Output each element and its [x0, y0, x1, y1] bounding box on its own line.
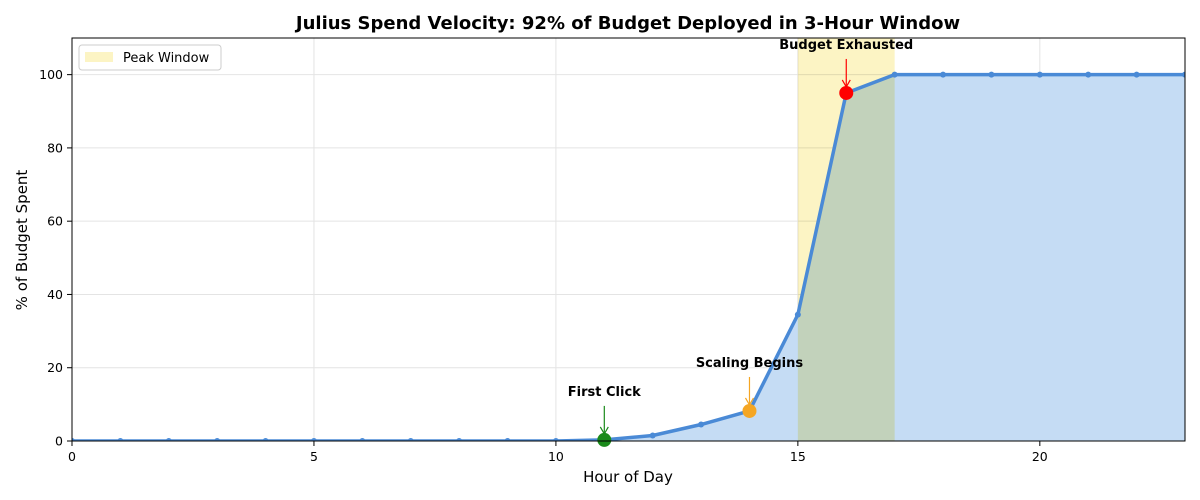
- data-point: [1182, 71, 1185, 78]
- legend-box: [78, 44, 222, 71]
- x-tick-label: 20: [1032, 449, 1048, 464]
- legend: Peak Window: [78, 44, 222, 71]
- annotation-marker: [742, 403, 757, 418]
- annotation-marker: [839, 85, 854, 100]
- data-point: [891, 71, 898, 78]
- legend-label: Peak Window: [123, 51, 210, 66]
- series-area-fill: [72, 74, 1185, 441]
- annotation-label: Budget Exhausted: [779, 38, 913, 53]
- data-point: [456, 438, 463, 441]
- annotation-label: Scaling Begins: [696, 356, 804, 371]
- x-tick-label: 10: [548, 449, 564, 464]
- y-tick-label: 80: [47, 140, 63, 155]
- data-point: [117, 438, 124, 441]
- y-tick-label: 0: [55, 434, 63, 449]
- annotation-label: First Click: [568, 385, 641, 400]
- x-tick-label: 5: [310, 449, 318, 464]
- data-point: [794, 311, 801, 318]
- series-line: [72, 72, 1185, 441]
- data-point: [214, 438, 221, 441]
- data-point: [262, 438, 269, 441]
- data-point: [698, 421, 705, 428]
- data-point: [649, 432, 656, 439]
- data-point: [1133, 71, 1140, 78]
- data-point: [504, 438, 511, 441]
- data-point: [310, 438, 317, 441]
- y-axis-label: % of Budget Spent: [13, 170, 31, 311]
- y-tick-label: 40: [47, 287, 63, 302]
- data-point: [72, 438, 75, 441]
- data-point: [1085, 71, 1092, 78]
- data-point: [359, 438, 366, 441]
- data-point: [988, 71, 995, 78]
- plot-area: First Click Scaling Begins Budget Exhauste…: [39, 37, 1186, 464]
- data-point: [165, 438, 172, 441]
- legend-swatch: [85, 52, 113, 62]
- data-point: [940, 71, 947, 78]
- axes-frame: [71, 37, 1186, 442]
- x-tick-label: 15: [790, 449, 806, 464]
- x-axis-label: Hour of Day: [583, 468, 673, 486]
- data-point: [407, 438, 414, 441]
- y-tick-label: 60: [47, 214, 63, 229]
- y-tick-label: 20: [47, 360, 63, 375]
- data-point: [552, 438, 559, 441]
- annotation-marker: [597, 432, 612, 447]
- y-tick-label: 100: [39, 67, 63, 82]
- x-tick-label: 0: [68, 449, 76, 464]
- chart-title: Julius Spend Velocity: 92% of Budget Dep…: [294, 13, 960, 34]
- data-point: [1036, 71, 1043, 78]
